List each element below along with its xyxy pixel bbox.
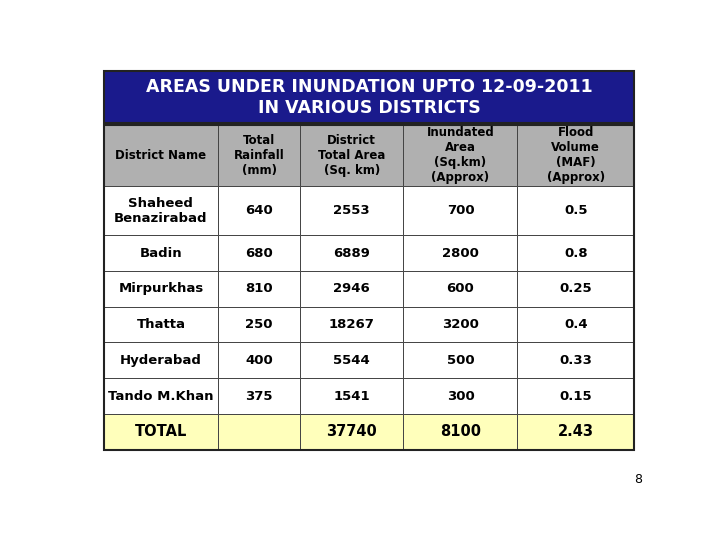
Text: Inundated
Area
(Sq.km)
(Approx): Inundated Area (Sq.km) (Approx) [426,126,495,185]
Text: 2946: 2946 [333,282,370,295]
Bar [300,186,403,235]
Bar [104,342,218,378]
Bar [218,342,300,378]
Bar [218,271,300,307]
Text: 375: 375 [246,390,273,403]
Bar [300,378,403,414]
Bar [518,271,634,307]
Bar [518,235,634,271]
Bar [218,307,300,342]
Bar [403,378,518,414]
Text: 37740: 37740 [326,424,377,440]
Text: 2800: 2800 [442,247,479,260]
Bar [300,271,403,307]
Text: 0.5: 0.5 [564,204,588,217]
Text: 5544: 5544 [333,354,370,367]
Bar [218,378,300,414]
Text: 3200: 3200 [442,318,479,331]
Text: 18267: 18267 [329,318,374,331]
Text: 300: 300 [446,390,474,403]
Bar [403,307,518,342]
Bar [300,307,403,342]
Bar [518,125,634,186]
Text: 600: 600 [446,282,474,295]
Bar [403,235,518,271]
Text: 250: 250 [246,318,273,331]
Text: Mirpurkhas: Mirpurkhas [118,282,204,295]
Text: TOTAL: TOTAL [135,424,187,440]
Text: District
Total Area
(Sq. km): District Total Area (Sq. km) [318,134,385,177]
Bar [403,414,518,450]
Bar [104,271,218,307]
Bar [104,414,218,450]
Text: 640: 640 [245,204,273,217]
Bar [518,307,634,342]
Bar [518,414,634,450]
Bar [104,235,218,271]
Text: 0.25: 0.25 [559,282,592,295]
Text: Thatta: Thatta [136,318,186,331]
Text: 680: 680 [245,247,273,260]
Text: 500: 500 [446,354,474,367]
Text: Badin: Badin [140,247,182,260]
Text: 6889: 6889 [333,247,370,260]
Text: 810: 810 [246,282,273,295]
Text: AREAS UNDER INUNDATION UPTO 12-09-2011
IN VARIOUS DISTRICTS: AREAS UNDER INUNDATION UPTO 12-09-2011 I… [145,78,593,117]
Bar [104,186,218,235]
Text: 400: 400 [245,354,273,367]
Bar [104,125,634,450]
Text: 8: 8 [634,473,642,486]
Text: 700: 700 [446,204,474,217]
Text: 2.43: 2.43 [558,424,594,440]
Text: Shaheed
Benazirabad: Shaheed Benazirabad [114,197,207,225]
Text: 0.15: 0.15 [559,390,592,403]
Text: 8100: 8100 [440,424,481,440]
Text: 2553: 2553 [333,204,370,217]
Text: Total
Rainfall
(mm): Total Rainfall (mm) [233,134,284,177]
Bar [104,378,218,414]
Bar [518,186,634,235]
Bar [218,235,300,271]
Bar [518,342,634,378]
Bar [403,342,518,378]
Bar [403,125,518,186]
Bar [104,125,218,186]
Bar [300,235,403,271]
Text: 0.33: 0.33 [559,354,592,367]
Bar [218,125,300,186]
Bar [218,186,300,235]
Bar [104,71,634,123]
Bar [104,307,218,342]
Bar [403,186,518,235]
Text: 0.4: 0.4 [564,318,588,331]
Text: Hyderabad: Hyderabad [120,354,202,367]
Bar [300,342,403,378]
Text: Flood
Volume
(MAF)
(Approx): Flood Volume (MAF) (Approx) [546,126,605,185]
Text: District Name: District Name [115,149,207,162]
Text: Tando M.Khan: Tando M.Khan [108,390,214,403]
Bar [300,414,403,450]
Bar [518,378,634,414]
Text: 0.8: 0.8 [564,247,588,260]
Bar [300,125,403,186]
Bar [403,271,518,307]
Text: 1541: 1541 [333,390,370,403]
Bar [218,414,300,450]
